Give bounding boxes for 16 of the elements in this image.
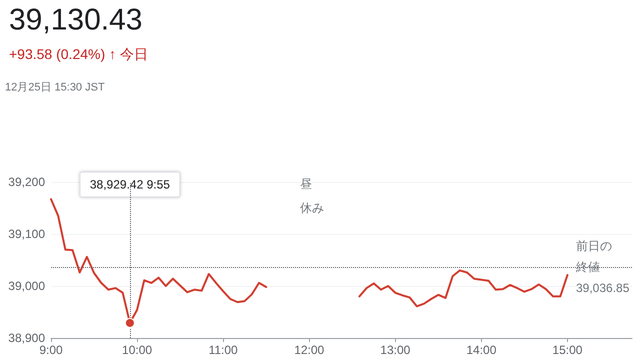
- text: 12月25日 15:30 JST: [5, 82, 105, 94]
- x-tick-label: 12:00: [294, 343, 325, 357]
- x-tick-label: 11:00: [208, 343, 238, 357]
- y-tick-label: 39,100: [8, 227, 46, 241]
- y-tick-label: 39,000: [8, 279, 46, 293]
- annotation: 38,929.42 9:55: [90, 178, 170, 192]
- annotation: 昼休み: [300, 177, 324, 215]
- y-tick-label: 38,900: [8, 331, 46, 345]
- x-tick-label: 14:00: [466, 343, 497, 357]
- x-tick-label: 10:00: [122, 343, 152, 357]
- y-tick-label: 39,200: [8, 175, 46, 189]
- x-tick-label: 9:00: [39, 343, 63, 357]
- x-tick-label: 15:00: [552, 343, 583, 357]
- x-tick-label: 13:00: [380, 343, 411, 357]
- chart-subtitle: +93.58 (0.24%) ↑ 今日: [9, 46, 148, 62]
- chart-title: 39,130.43: [9, 4, 142, 36]
